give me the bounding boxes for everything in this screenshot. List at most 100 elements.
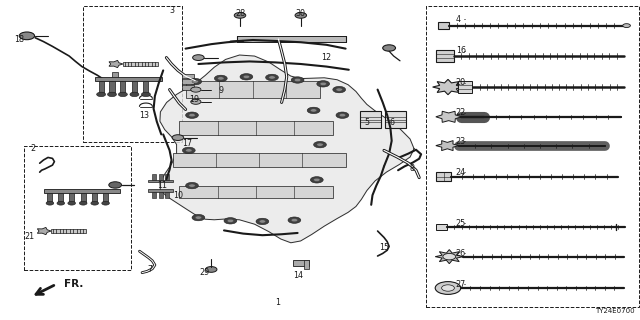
Circle shape [182, 147, 195, 154]
Text: 13: 13 [140, 111, 150, 120]
Bar [99, 81, 104, 93]
Circle shape [218, 77, 224, 80]
Bar [173, 153, 346, 167]
Bar [81, 193, 86, 202]
Circle shape [383, 45, 396, 51]
Circle shape [291, 77, 304, 83]
Bar [123, 62, 158, 66]
Circle shape [189, 78, 202, 85]
Circle shape [102, 201, 109, 205]
Circle shape [317, 81, 330, 87]
Text: 7: 7 [147, 265, 152, 274]
Circle shape [191, 99, 201, 104]
Bar [360, 111, 381, 128]
Text: 28: 28 [236, 9, 246, 18]
Bar [182, 74, 194, 78]
Circle shape [443, 253, 456, 260]
Circle shape [336, 112, 349, 118]
Text: TY24E0700: TY24E0700 [595, 308, 635, 314]
Bar [186, 81, 320, 99]
Text: 15: 15 [380, 243, 390, 252]
Circle shape [256, 218, 269, 225]
Circle shape [193, 55, 204, 60]
Circle shape [79, 201, 87, 205]
Circle shape [91, 201, 99, 205]
Text: 23: 23 [456, 137, 466, 146]
Bar [92, 193, 97, 202]
Polygon shape [436, 111, 461, 122]
Circle shape [266, 74, 278, 81]
Circle shape [623, 24, 630, 28]
Circle shape [57, 201, 65, 205]
Circle shape [320, 82, 326, 85]
Bar [179, 121, 333, 135]
Text: 22: 22 [456, 108, 466, 117]
Bar [109, 81, 115, 93]
Bar [152, 192, 156, 198]
Text: 19: 19 [189, 95, 199, 104]
Circle shape [240, 74, 253, 80]
Polygon shape [160, 55, 414, 243]
Circle shape [109, 182, 122, 188]
Bar [58, 193, 63, 202]
Circle shape [314, 141, 326, 148]
Text: 9: 9 [219, 86, 224, 95]
Circle shape [294, 78, 301, 82]
Circle shape [259, 220, 266, 223]
Text: 21: 21 [24, 232, 35, 241]
Circle shape [19, 32, 35, 40]
Circle shape [214, 75, 227, 82]
Circle shape [317, 143, 323, 146]
Bar [51, 229, 86, 233]
Bar [152, 174, 156, 180]
Circle shape [108, 92, 116, 97]
Text: 26: 26 [456, 249, 466, 258]
Bar [143, 81, 148, 93]
Text: 29: 29 [200, 268, 210, 277]
Circle shape [243, 75, 250, 78]
Polygon shape [109, 60, 123, 68]
Text: 25: 25 [456, 219, 466, 228]
Circle shape [186, 149, 192, 152]
Text: 8: 8 [410, 164, 415, 173]
Circle shape [186, 112, 198, 118]
Circle shape [295, 12, 307, 18]
Bar [159, 192, 163, 198]
Circle shape [442, 285, 454, 291]
Bar [95, 77, 162, 81]
Circle shape [269, 76, 275, 79]
Circle shape [339, 114, 346, 117]
Polygon shape [37, 228, 51, 235]
Bar [436, 172, 451, 181]
Bar [293, 260, 309, 266]
Circle shape [189, 114, 195, 117]
Circle shape [141, 92, 150, 97]
Circle shape [130, 92, 139, 97]
Circle shape [288, 217, 301, 223]
Circle shape [291, 219, 298, 222]
Circle shape [68, 201, 76, 205]
Text: 24: 24 [456, 168, 466, 177]
Circle shape [333, 86, 346, 93]
Text: 4: 4 [456, 15, 461, 24]
Bar [148, 180, 173, 182]
Text: 16: 16 [456, 46, 466, 55]
Bar [458, 81, 472, 93]
Polygon shape [436, 140, 459, 151]
Bar [436, 224, 447, 230]
Bar [179, 186, 333, 198]
Circle shape [172, 135, 184, 140]
Circle shape [97, 92, 106, 97]
Circle shape [224, 218, 237, 224]
Text: FR.: FR. [64, 278, 83, 289]
Bar [159, 174, 163, 180]
Circle shape [435, 282, 461, 294]
Circle shape [191, 87, 201, 92]
Text: 20: 20 [456, 78, 466, 87]
Bar [47, 193, 52, 202]
Text: 27: 27 [456, 280, 466, 289]
Text: 1: 1 [275, 298, 280, 307]
Circle shape [186, 182, 198, 189]
Bar [148, 189, 173, 192]
Polygon shape [433, 79, 463, 95]
